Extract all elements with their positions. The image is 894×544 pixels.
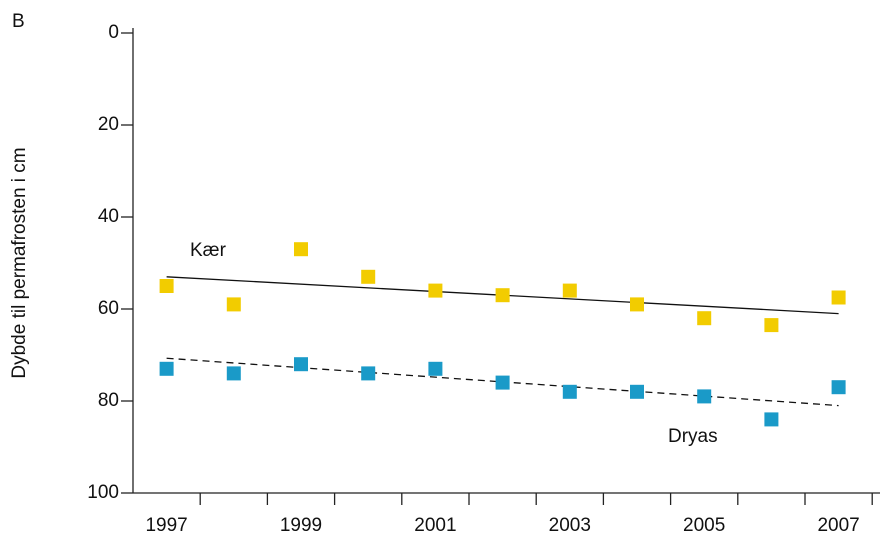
series-label: Dryas [668, 426, 718, 447]
point [226, 366, 241, 381]
point [630, 297, 644, 312]
point [294, 357, 308, 372]
x-tick-label: 1997 [145, 515, 187, 536]
point [562, 283, 577, 298]
series-label: Kær [190, 240, 227, 261]
x-tick-label: 2005 [683, 515, 725, 536]
point [562, 384, 577, 399]
point [495, 375, 510, 390]
point [495, 288, 510, 303]
panel-label: B [12, 11, 25, 32]
point [831, 290, 846, 305]
point [159, 279, 174, 293]
point [159, 361, 174, 376]
y-tick-label: 60 [98, 298, 119, 319]
point [630, 384, 644, 399]
point [226, 297, 241, 312]
point [697, 389, 712, 404]
y-axis-label: Dybde til permafrosten i cm [9, 147, 30, 378]
point [764, 412, 779, 427]
x-tick-label: 2003 [549, 515, 591, 536]
point [361, 269, 376, 284]
y-tick-label: 20 [98, 114, 119, 135]
x-tick-label: 2007 [817, 515, 859, 536]
y-tick-label: 0 [108, 22, 119, 43]
point [831, 380, 846, 395]
point [697, 311, 712, 326]
y-tick-label: 80 [98, 390, 119, 411]
y-tick-label: 100 [87, 482, 119, 503]
x-tick-label: 2001 [414, 515, 456, 536]
point [361, 366, 376, 381]
y-tick-label: 40 [98, 206, 119, 227]
x-tick-label: 1999 [280, 515, 322, 536]
point [428, 283, 443, 298]
point [764, 318, 779, 333]
point [428, 361, 443, 376]
point [294, 242, 308, 257]
